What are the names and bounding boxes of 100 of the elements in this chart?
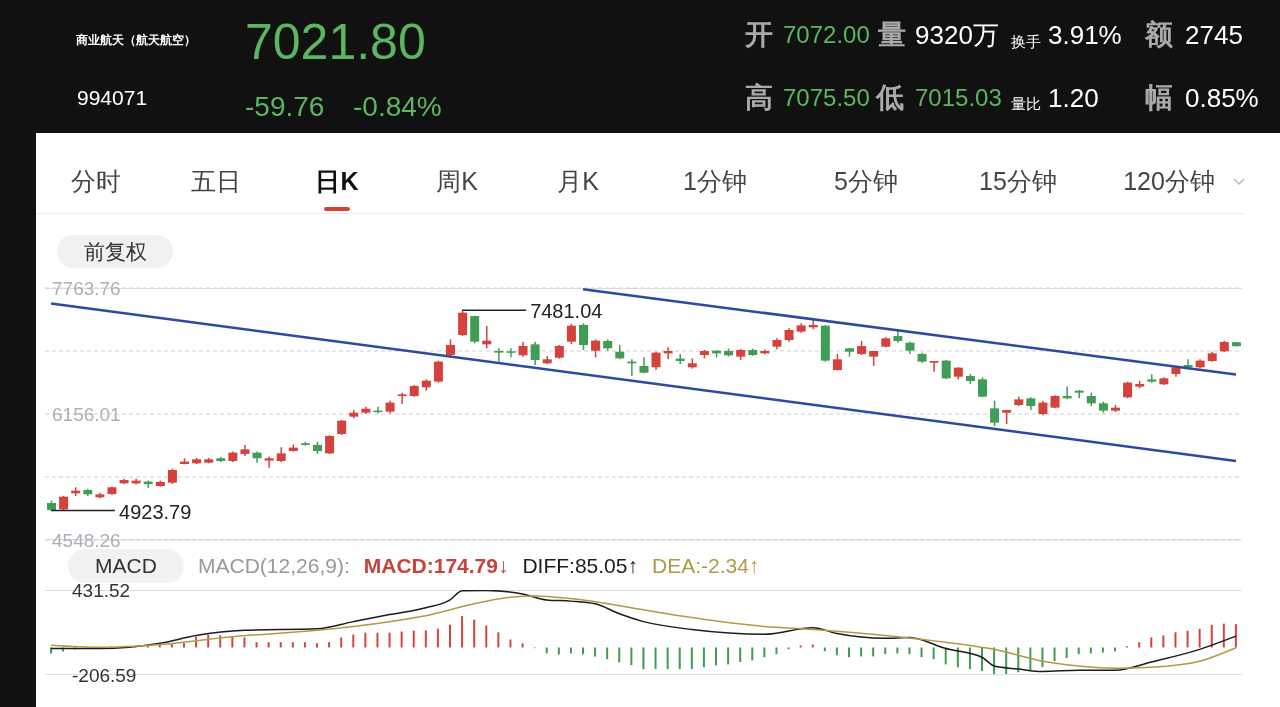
text: 994071 bbox=[77, 86, 148, 110]
bar bbox=[702, 647, 705, 668]
text: 前复权 bbox=[83, 238, 147, 265]
text: 7021.80 bbox=[245, 13, 426, 71]
bar bbox=[509, 639, 512, 648]
candlestick bbox=[941, 359, 951, 380]
candlestick bbox=[397, 391, 407, 405]
bar bbox=[630, 647, 633, 666]
bar bbox=[388, 632, 391, 648]
candlestick bbox=[506, 347, 516, 359]
y-tick-label: 4548.26 bbox=[52, 529, 121, 551]
bar bbox=[582, 647, 584, 655]
legend-title: MACD(12,26,9): bbox=[198, 554, 350, 578]
bar bbox=[799, 645, 802, 648]
bar bbox=[1174, 632, 1177, 648]
text: 商业航天（航天航空） bbox=[76, 31, 196, 49]
bar bbox=[908, 647, 911, 655]
bar bbox=[461, 616, 464, 648]
text: 日K bbox=[315, 165, 359, 197]
bar bbox=[860, 647, 863, 657]
candlestick bbox=[990, 399, 1000, 427]
bar bbox=[569, 647, 572, 654]
bar bbox=[594, 647, 597, 657]
text: 开 bbox=[745, 18, 773, 52]
bar bbox=[279, 642, 282, 648]
bar bbox=[968, 647, 971, 670]
chart-title: MACD bbox=[95, 554, 157, 577]
candlestick bbox=[651, 350, 661, 371]
text: 1分钟 bbox=[683, 165, 747, 197]
bar bbox=[328, 642, 331, 648]
candlestick bbox=[325, 434, 335, 455]
y-tick-label: -206.59 bbox=[72, 664, 137, 686]
candlestick bbox=[458, 309, 468, 337]
bar bbox=[497, 632, 500, 648]
bar bbox=[521, 643, 524, 648]
text: 月K bbox=[557, 165, 599, 197]
bar bbox=[1065, 647, 1068, 658]
bar bbox=[412, 630, 415, 648]
bar bbox=[1150, 637, 1153, 648]
bar bbox=[618, 647, 621, 663]
bar bbox=[1186, 630, 1189, 648]
text: 7015.03 bbox=[915, 84, 1002, 112]
candlestick bbox=[1147, 373, 1157, 384]
candlestick bbox=[591, 338, 601, 359]
bar bbox=[557, 647, 560, 655]
candlestick bbox=[579, 322, 588, 351]
candlestick bbox=[1074, 389, 1084, 400]
bar bbox=[485, 625, 488, 648]
bar bbox=[316, 643, 318, 648]
bar bbox=[1101, 647, 1104, 653]
bar bbox=[424, 630, 427, 648]
text: -0.84% bbox=[353, 91, 442, 123]
text: 2745 bbox=[1185, 19, 1243, 51]
text: 9320万 bbox=[915, 18, 999, 52]
bar bbox=[666, 647, 669, 670]
bar bbox=[823, 647, 826, 652]
bar bbox=[376, 632, 379, 648]
text: 15分钟 bbox=[979, 165, 1057, 197]
bar bbox=[1138, 642, 1141, 648]
bar bbox=[739, 647, 742, 662]
bar bbox=[449, 624, 451, 648]
bar bbox=[1077, 647, 1080, 655]
bar bbox=[364, 632, 367, 648]
bar bbox=[1089, 647, 1092, 654]
bar bbox=[1053, 647, 1056, 662]
annotation: 7481.04 bbox=[530, 300, 603, 323]
bar bbox=[872, 647, 875, 657]
bar bbox=[267, 642, 270, 648]
bar bbox=[1222, 623, 1225, 648]
y-tick-label: 431.52 bbox=[72, 579, 131, 601]
text: 120分钟 bbox=[1123, 165, 1215, 197]
text: 幅 bbox=[1145, 81, 1173, 115]
bar bbox=[727, 647, 730, 665]
text: 0.85% bbox=[1185, 82, 1259, 114]
bar bbox=[751, 647, 754, 661]
text: 周K bbox=[436, 165, 478, 197]
bar bbox=[690, 647, 693, 670]
text: 量 bbox=[878, 18, 906, 52]
bar bbox=[944, 647, 947, 665]
text: 5分钟 bbox=[834, 165, 898, 197]
bar bbox=[243, 637, 246, 648]
bar bbox=[50, 647, 52, 654]
text: 低 bbox=[876, 81, 904, 115]
bar bbox=[715, 647, 717, 666]
y-tick-label: 7763.76 bbox=[52, 277, 121, 299]
bar bbox=[606, 647, 609, 660]
candlestick bbox=[433, 359, 443, 384]
bar bbox=[340, 637, 343, 648]
candlestick bbox=[494, 347, 504, 363]
text: 1.20 bbox=[1048, 82, 1099, 114]
bar bbox=[545, 647, 548, 654]
bar bbox=[896, 647, 899, 654]
text: 7072.00 bbox=[783, 21, 870, 49]
bar bbox=[352, 634, 355, 648]
text: 7075.50 bbox=[783, 84, 870, 112]
bar bbox=[400, 631, 403, 648]
bar bbox=[1114, 647, 1116, 652]
bar bbox=[884, 647, 887, 655]
bar bbox=[654, 647, 657, 670]
text: 量比 bbox=[1011, 94, 1041, 114]
